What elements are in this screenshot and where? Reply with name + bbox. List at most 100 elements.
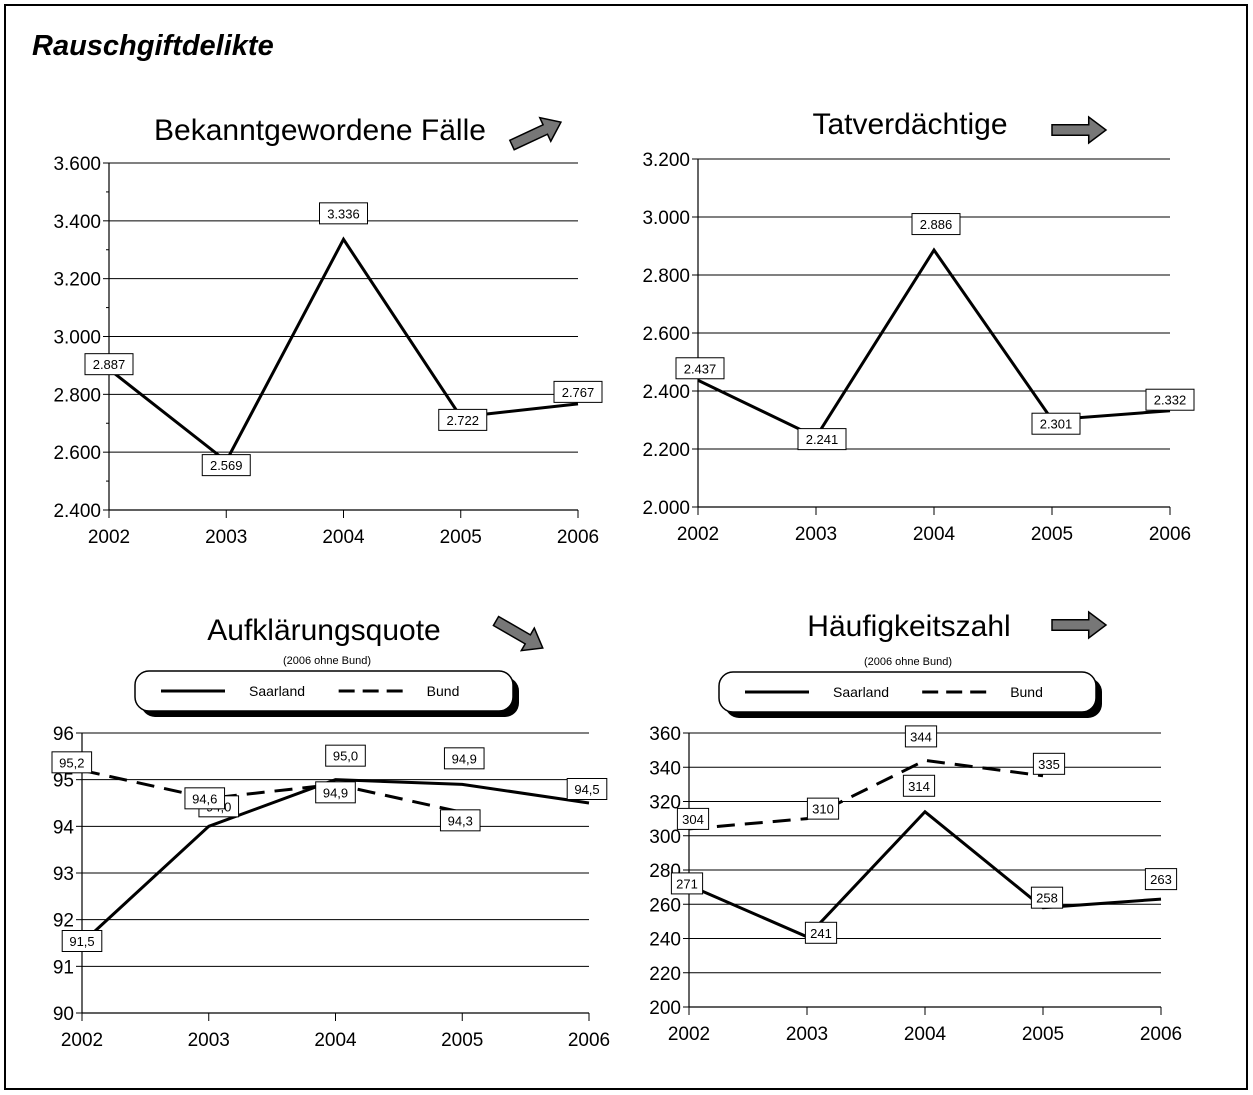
x-tick-label: 2005	[1022, 1024, 1064, 1045]
data-label-box	[201, 454, 251, 477]
chart-subtitle: (2006 ohne Bund)	[283, 655, 371, 667]
data-label: 2.241	[797, 428, 847, 451]
series-line-bund	[688, 758, 1044, 831]
chart-title: Bekanntgewordene Fälle	[154, 114, 486, 147]
data-label: 2.722	[438, 408, 488, 431]
data-label-text: 3.336	[327, 206, 360, 221]
data-label-box	[1145, 388, 1195, 411]
trend-arrow-icon-4	[1051, 610, 1108, 640]
x-tick-label: 2006	[568, 1030, 610, 1051]
data-label: 344	[904, 725, 938, 748]
data-label-text: 94,5	[574, 782, 599, 797]
y-tick-label: 2.600	[642, 324, 690, 345]
data-label: 2.886	[911, 213, 961, 236]
trend-arrow-icon-3	[492, 615, 544, 652]
y-tick-label: 2.600	[53, 443, 101, 464]
y-tick-label: 92	[53, 911, 74, 932]
data-label-box	[325, 744, 366, 767]
data-label: 3.336	[319, 202, 368, 225]
data-label-box	[1031, 412, 1081, 435]
x-tick-label: 2003	[205, 527, 247, 548]
x-tick-label: 2002	[88, 527, 130, 548]
data-label-text: 344	[910, 729, 932, 744]
y-tick-label: 3.400	[53, 212, 101, 233]
data-label-box	[797, 428, 847, 451]
data-label-box	[315, 781, 356, 804]
y-tick-label: 320	[649, 793, 681, 814]
legend-box	[718, 671, 1097, 713]
data-label-text: 2.767	[562, 385, 595, 400]
y-tick-label: 200	[649, 998, 681, 1019]
data-label-text: 2.569	[210, 458, 243, 473]
x-tick-label: 2005	[441, 1030, 483, 1051]
x-tick-label: 2002	[668, 1024, 710, 1045]
chart-subtitle: (2006 ohne Bund)	[864, 656, 952, 668]
chart-2: Tatverdächtige 2.000 2.200 2.400 2.600 2.800 3…	[642, 108, 1195, 545]
data-label-text: 2.722	[446, 413, 479, 428]
data-label-text: 304	[682, 812, 704, 827]
data-label-text: 241	[810, 926, 832, 941]
y-tick-label: 3.200	[53, 270, 101, 291]
data-label: 94,3	[439, 809, 481, 832]
data-label: 95,2	[51, 751, 93, 774]
trend-arrow-icon-1	[508, 116, 563, 151]
data-label: 95,0	[325, 744, 366, 767]
x-tick-label: 2003	[795, 524, 837, 545]
x-tick-label: 2003	[786, 1024, 828, 1045]
legend-label-saarland: Saarland	[833, 684, 889, 700]
legend-label-bund: Bund	[427, 683, 460, 699]
data-label: 2.887	[84, 353, 134, 376]
data-label-text: 94,9	[452, 751, 477, 766]
data-label-box	[676, 807, 710, 830]
series-line	[108, 236, 579, 464]
x-tick-label: 2006	[557, 527, 599, 548]
trend-arrow-icon-2	[1051, 115, 1108, 145]
data-label-text: 310	[812, 802, 834, 817]
data-label-box	[670, 872, 704, 895]
y-tick-label: 2.400	[642, 382, 690, 403]
y-tick-label: 2.800	[642, 266, 690, 287]
data-label-box	[1144, 868, 1178, 891]
data-label: 94,9	[443, 747, 485, 770]
y-tick-label: 2.800	[53, 385, 101, 406]
data-label-text: 94,9	[323, 785, 348, 800]
data-label-box	[675, 357, 725, 380]
data-label-box	[51, 751, 93, 774]
data-label-text: 2.887	[93, 357, 126, 372]
data-label: 263	[1144, 868, 1178, 891]
legend: Saarland Bund	[718, 671, 1102, 718]
data-label: 314	[902, 774, 936, 797]
x-tick-label: 2004	[314, 1030, 357, 1051]
data-label-box	[184, 787, 226, 810]
data-label: 258	[1030, 886, 1064, 909]
y-tick-label: 90	[53, 1004, 74, 1025]
chart-title: Aufklärungsquote	[207, 614, 441, 647]
data-label-text: 95,0	[333, 749, 358, 764]
data-label-box	[439, 809, 481, 832]
data-label: 2.301	[1031, 412, 1081, 435]
data-label: 310	[806, 797, 840, 820]
data-label-box	[438, 408, 488, 431]
data-label: 2.332	[1145, 388, 1195, 411]
data-label: 2.767	[553, 380, 603, 403]
data-label-text: 2.241	[806, 432, 839, 447]
data-label-box	[319, 202, 368, 225]
x-tick-label: 2004	[322, 527, 365, 548]
series-line-saarland	[688, 809, 1162, 939]
data-label-box	[902, 774, 936, 797]
data-label: 94,6	[184, 787, 226, 810]
data-label-text: 2.886	[920, 217, 953, 232]
y-tick-label: 340	[649, 758, 681, 779]
y-tick-label: 240	[649, 930, 681, 951]
data-label-text: 314	[908, 779, 930, 794]
data-label-box	[84, 353, 134, 376]
x-tick-label: 2004	[904, 1024, 947, 1045]
data-label-box	[566, 778, 608, 800]
y-tick-label: 220	[649, 964, 681, 985]
x-tick-label: 2005	[1031, 524, 1073, 545]
data-label-text: 2.332	[1154, 393, 1187, 408]
data-label-text: 271	[676, 876, 698, 891]
data-label-text: 95,2	[59, 755, 84, 770]
data-label-box	[904, 725, 938, 748]
